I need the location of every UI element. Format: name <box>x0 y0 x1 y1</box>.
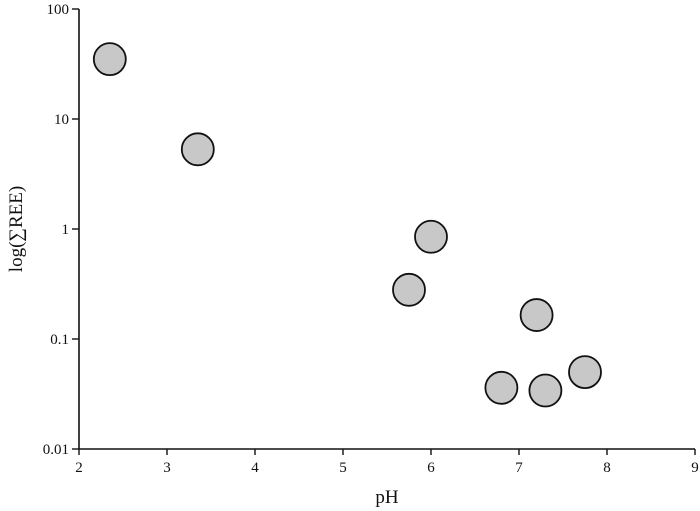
data-point <box>180 132 215 167</box>
data-point <box>528 373 563 408</box>
data-point <box>414 219 448 254</box>
y-tick-label: 10 <box>54 112 69 128</box>
x-ticks: 2 3 4 5 6 7 8 9 <box>75 449 699 476</box>
x-tick-label: 4 <box>251 460 259 476</box>
data-point <box>92 42 127 77</box>
axes <box>78 9 695 450</box>
x-tick-label: 3 <box>163 460 171 476</box>
data-point <box>484 370 519 405</box>
y-tick-label: 100 <box>47 2 70 18</box>
data-point <box>568 355 602 390</box>
data-point <box>519 298 554 332</box>
x-tick-label: 2 <box>75 460 83 476</box>
x-tick-label: 5 <box>339 460 347 476</box>
x-axis-title: pH <box>375 487 399 508</box>
y-axis-title: log(∑REE) <box>6 186 27 272</box>
x-tick-label: 6 <box>427 460 435 476</box>
x-tick-label: 7 <box>515 460 523 476</box>
x-tick-label: 8 <box>603 460 611 476</box>
y-tick-label: 1 <box>62 222 70 238</box>
data-point <box>392 272 426 307</box>
x-tick-label: 9 <box>691 460 699 476</box>
y-tick-label: 0.1 <box>50 332 69 348</box>
data-points <box>92 42 602 408</box>
y-tick-label: 0.01 <box>43 442 69 458</box>
y-ticks: 0.01 0.1 1 10 100 <box>43 2 79 458</box>
